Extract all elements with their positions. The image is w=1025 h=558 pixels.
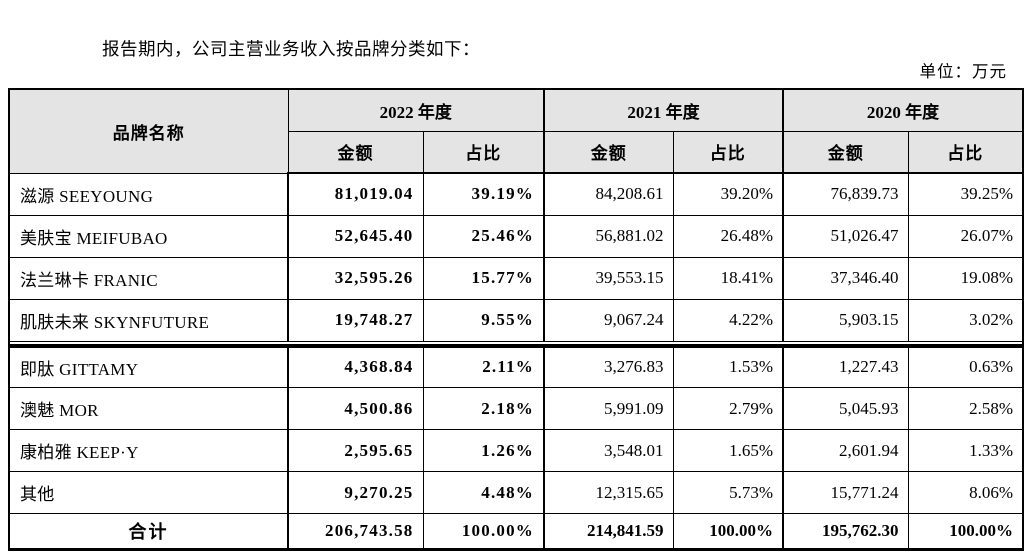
ratio-2020: 0.63% (907, 345, 1024, 388)
table-row: 美肤宝 MEIFUBAO 52,645.40 25.46% 56,881.02 … (8, 214, 1024, 258)
brand-revenue-table: 品牌名称 2022 年度 2021 年度 2020 年度 金额 占比 金额 占比… (8, 88, 1024, 551)
ratio-2021: 1.65% (672, 429, 784, 472)
brand-cell: 肌肤未来 SKYNFUTURE (8, 298, 289, 342)
amount-2020: 76,839.73 (782, 172, 909, 216)
ratio-2020: 1.33% (907, 429, 1024, 472)
amount-2022: 32,595.26 (287, 256, 424, 300)
col-header-amount-2022: 金额 (287, 130, 424, 174)
ratio-2022: 39.19% (422, 172, 545, 216)
brand-cell: 即肽 GITTAMY (8, 345, 289, 388)
table-row: 法兰琳卡 FRANIC 32,595.26 15.77% 39,553.15 1… (8, 256, 1024, 300)
ratio-2021: 4.22% (672, 298, 784, 342)
col-header-amount-2021: 金额 (543, 130, 674, 174)
ratio-2022: 1.26% (422, 429, 545, 472)
brand-cell: 澳魅 MOR (8, 387, 289, 430)
ratio-2022: 15.77% (422, 256, 545, 300)
col-header-amount-2020: 金额 (782, 130, 909, 174)
amount-2020: 2,601.94 (782, 429, 909, 472)
col-header-year-2022: 2022 年度 (287, 88, 545, 132)
amount-2022: 9,270.25 (287, 471, 424, 514)
amount-2021: 3,548.01 (543, 429, 674, 472)
total-amount-2022: 206,743.58 (287, 513, 424, 551)
amount-2022: 4,368.84 (287, 345, 424, 388)
page-split-line (9, 340, 1023, 348)
ratio-2020: 39.25% (907, 172, 1024, 216)
amount-2022: 52,645.40 (287, 214, 424, 258)
amount-2021: 5,991.09 (543, 387, 674, 430)
ratio-2021: 1.53% (672, 345, 784, 388)
ratio-2021: 5.73% (672, 471, 784, 514)
header-row-years: 品牌名称 2022 年度 2021 年度 2020 年度 (8, 88, 1024, 174)
table-row: 肌肤未来 SKYNFUTURE 19,748.27 9.55% 9,067.24… (8, 298, 1024, 342)
brand-cell: 滋源 SEEYOUNG (8, 172, 289, 216)
amount-2021: 3,276.83 (543, 345, 674, 388)
amount-2021: 39,553.15 (543, 256, 674, 300)
ratio-2020: 26.07% (907, 214, 1024, 258)
amount-2020: 5,903.15 (782, 298, 909, 342)
ratio-2020: 3.02% (907, 298, 1024, 342)
total-ratio-2020: 100.00% (907, 513, 1024, 551)
ratio-2022: 2.18% (422, 387, 545, 430)
amount-2022: 19,748.27 (287, 298, 424, 342)
amount-2020: 37,346.40 (782, 256, 909, 300)
ratio-2022: 9.55% (422, 298, 545, 342)
brand-cell: 其他 (8, 471, 289, 514)
col-header-brand: 品牌名称 (8, 88, 289, 174)
ratio-2020: 19.08% (907, 256, 1024, 300)
ratio-2020: 8.06% (907, 471, 1024, 514)
ratio-2021: 39.20% (672, 172, 784, 216)
col-header-ratio-2020: 占比 (907, 130, 1024, 174)
col-header-ratio-2022: 占比 (422, 130, 545, 174)
table-row: 澳魅 MOR 4,500.86 2.18% 5,991.09 2.79% 5,0… (8, 387, 1024, 430)
total-ratio-2022: 100.00% (422, 513, 545, 551)
amount-2020: 15,771.24 (782, 471, 909, 514)
ratio-2022: 2.11% (422, 345, 545, 388)
amount-2022: 81,019.04 (287, 172, 424, 216)
amount-2022: 4,500.86 (287, 387, 424, 430)
ratio-2021: 26.48% (672, 214, 784, 258)
intro-text: 报告期内，公司主营业务收入按品牌分类如下： (102, 38, 480, 59)
table-row: 滋源 SEEYOUNG 81,019.04 39.19% 84,208.61 3… (8, 172, 1024, 216)
table-row: 康柏雅 KEEP·Y 2,595.65 1.26% 3,548.01 1.65%… (8, 429, 1024, 472)
table-row: 即肽 GITTAMY 4,368.84 2.11% 3,276.83 1.53%… (8, 345, 1024, 388)
ratio-2021: 18.41% (672, 256, 784, 300)
col-header-year-2021: 2021 年度 (543, 88, 784, 132)
ratio-2022: 4.48% (422, 471, 545, 514)
ratio-2022: 25.46% (422, 214, 545, 258)
brand-cell: 康柏雅 KEEP·Y (8, 429, 289, 472)
total-ratio-2021: 100.00% (672, 513, 784, 551)
total-row: 合计 206,743.58 100.00% 214,841.59 100.00%… (8, 513, 1024, 551)
amount-2021: 9,067.24 (543, 298, 674, 342)
amount-2021: 56,881.02 (543, 214, 674, 258)
total-amount-2021: 214,841.59 (543, 513, 674, 551)
ratio-2020: 2.58% (907, 387, 1024, 430)
amount-2022: 2,595.65 (287, 429, 424, 472)
amount-2021: 12,315.65 (543, 471, 674, 514)
total-label: 合计 (8, 513, 289, 551)
amount-2020: 5,045.93 (782, 387, 909, 430)
amount-2021: 84,208.61 (543, 172, 674, 216)
header-row-metrics: 金额 占比 金额 占比 金额 占比 (9, 130, 1024, 174)
brand-cell: 法兰琳卡 FRANIC (8, 256, 289, 300)
table-row: 其他 9,270.25 4.48% 12,315.65 5.73% 15,771… (8, 471, 1024, 514)
col-header-ratio-2021: 占比 (672, 130, 784, 174)
ratio-2021: 2.79% (672, 387, 784, 430)
total-amount-2020: 195,762.30 (782, 513, 909, 551)
col-header-year-2020: 2020 年度 (782, 88, 1024, 132)
brand-cell: 美肤宝 MEIFUBAO (8, 214, 289, 258)
unit-label: 单位：万元 (919, 62, 1007, 81)
amount-2020: 1,227.43 (782, 345, 909, 388)
amount-2020: 51,026.47 (782, 214, 909, 258)
